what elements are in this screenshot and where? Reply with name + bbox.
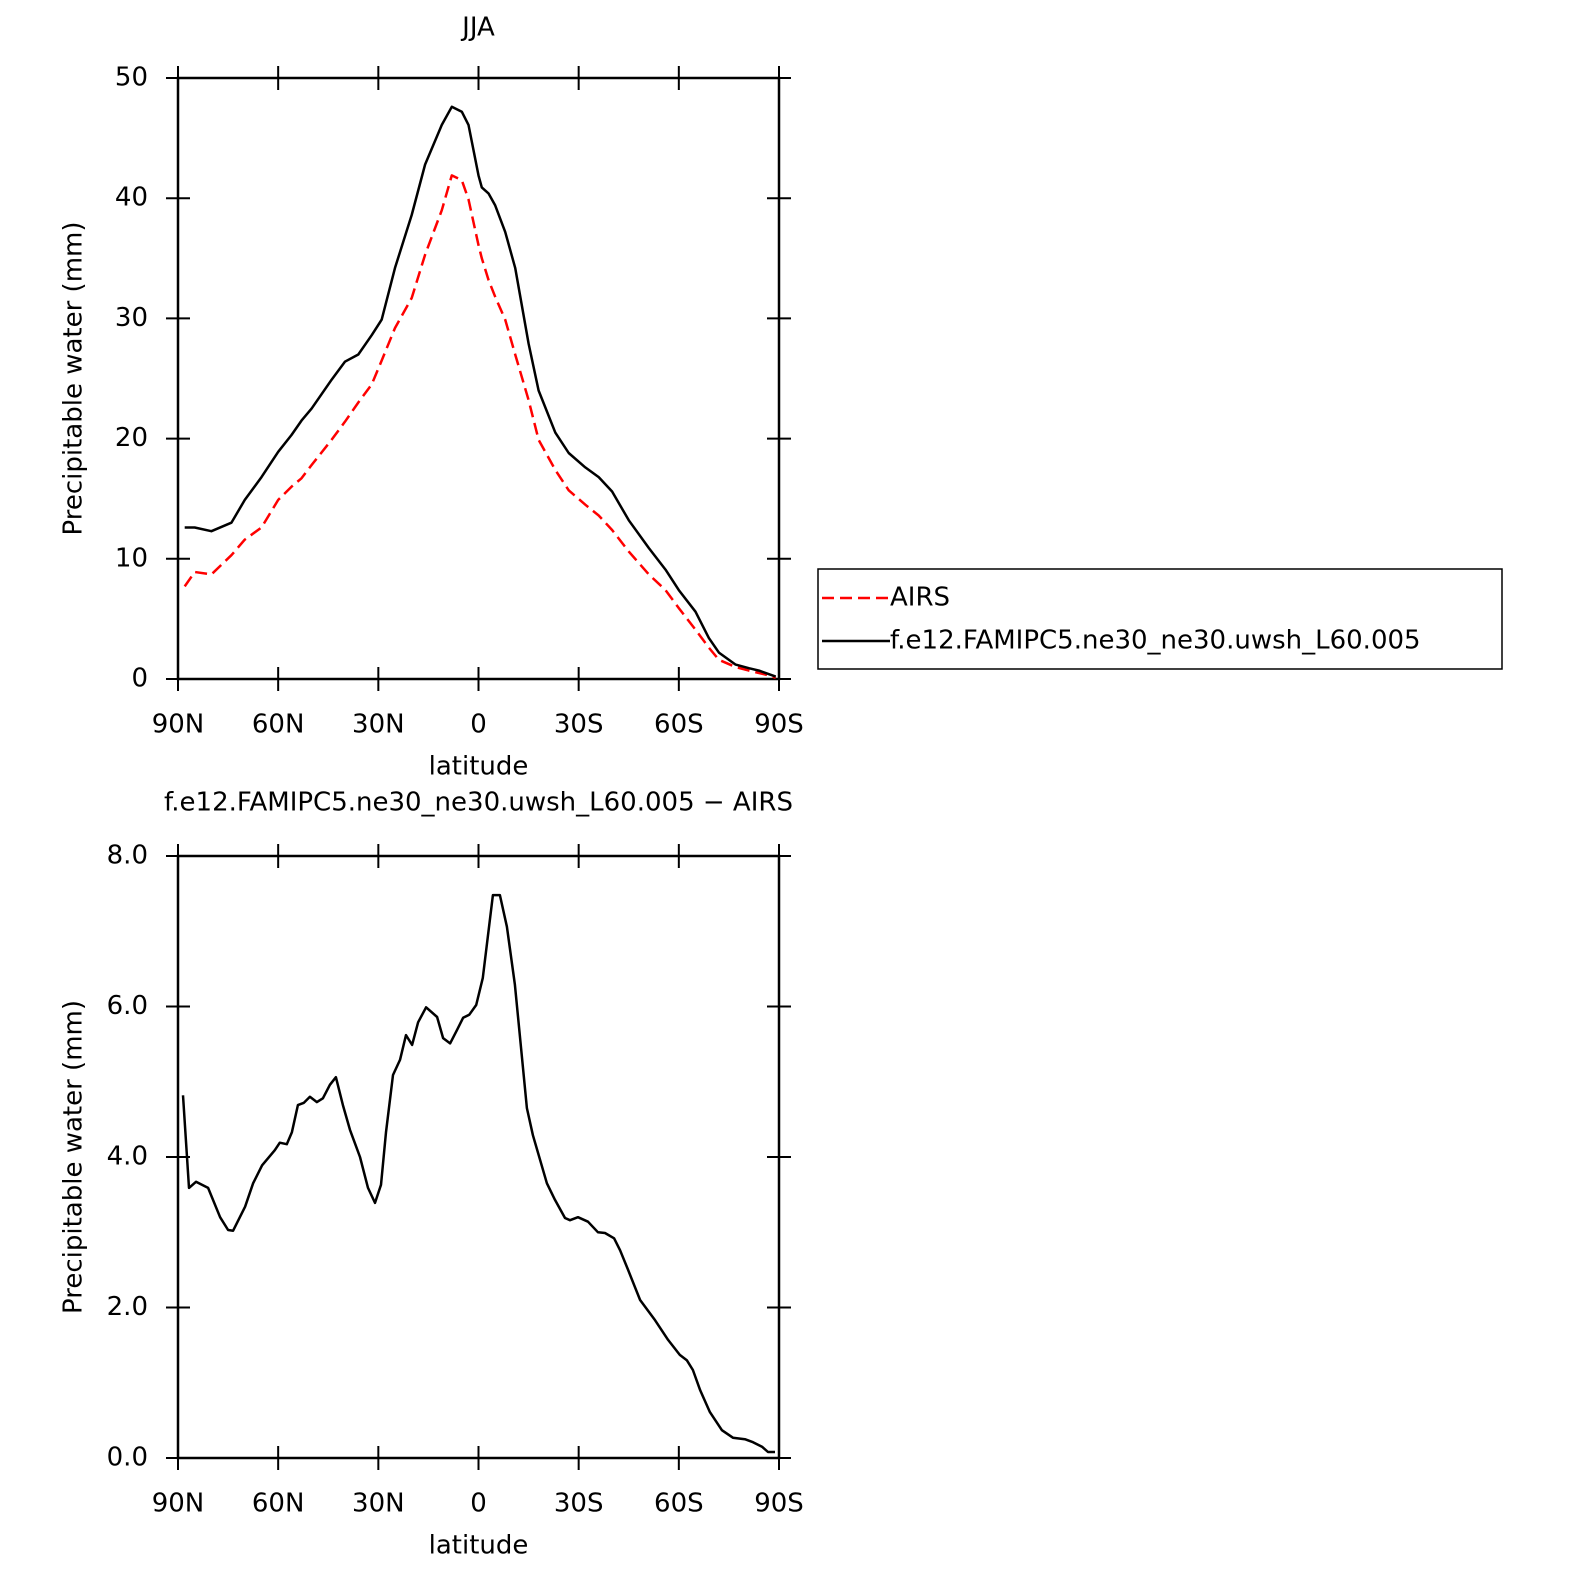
x-tick-label: 0 — [470, 710, 487, 740]
y-tick-label: 2.0 — [107, 1292, 148, 1322]
chart-title: f.e12.FAMIPC5.ne30_ne30.uwsh_L60.005 − A… — [164, 788, 793, 818]
data-line — [181, 893, 775, 1454]
data-line — [184, 105, 777, 678]
y-axis-label: Precipitable water (mm) — [59, 222, 89, 536]
data-line — [183, 174, 777, 679]
chart-title: JJA — [460, 13, 495, 43]
y-tick-label: 50 — [115, 63, 148, 93]
plot-frame — [176, 76, 781, 681]
x-tick-label: 90N — [152, 710, 205, 740]
legend-label: f.e12.FAMIPC5.ne30_ne30.uwsh_L60.005 — [890, 626, 1421, 656]
x-tick-label: 30S — [554, 710, 604, 740]
x-axis-label: latitude — [429, 1531, 529, 1561]
x-tick-label: 60N — [252, 1489, 305, 1519]
x-tick-label: 90S — [754, 1489, 804, 1519]
x-tick-label: 30N — [352, 1489, 405, 1519]
y-tick-label: 0.0 — [107, 1443, 148, 1473]
x-tick-label: 0 — [470, 1489, 487, 1519]
y-tick-label: 20 — [115, 423, 148, 453]
y-tick-label: 10 — [115, 543, 148, 573]
x-tick-label: 30S — [554, 1489, 604, 1519]
legend-label: AIRS — [890, 583, 950, 613]
y-tick-label: 30 — [115, 303, 148, 333]
x-tick-label: 60S — [654, 1489, 704, 1519]
x-tick-label: 30N — [352, 710, 405, 740]
x-tick-label: 90S — [754, 710, 804, 740]
legend-box — [817, 568, 1503, 670]
x-tick-label: 60S — [654, 710, 704, 740]
y-tick-label: 6.0 — [107, 991, 148, 1021]
y-tick-label: 8.0 — [107, 841, 148, 871]
y-tick-label: 40 — [115, 183, 148, 213]
legend: AIRS f.e12.FAMIPC5.ne30_ne30.uwsh_L60.005 — [817, 568, 1503, 670]
x-axis-label: latitude — [429, 752, 529, 782]
y-axis-label: Precipitable water (mm) — [59, 1000, 89, 1314]
y-tick-label: 0 — [131, 664, 148, 694]
y-tick-label: 4.0 — [107, 1142, 148, 1172]
x-tick-label: 90N — [152, 1489, 205, 1519]
plot-frame — [176, 854, 781, 1460]
x-tick-label: 60N — [252, 710, 305, 740]
